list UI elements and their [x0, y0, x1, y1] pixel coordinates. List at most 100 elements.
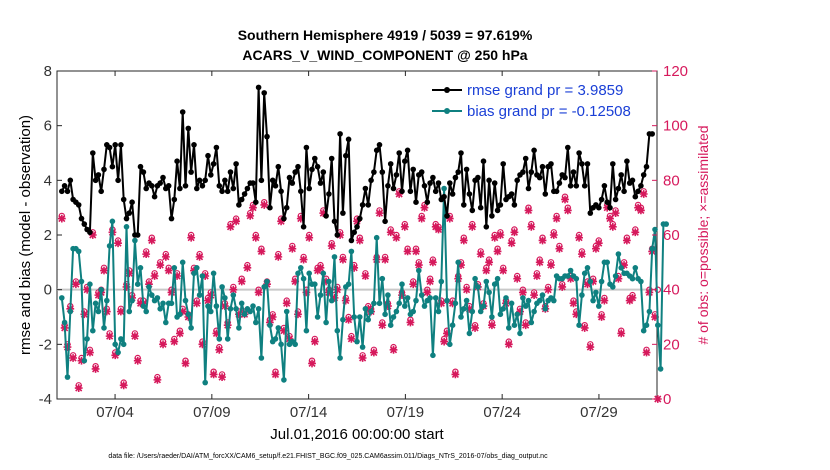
bias-point [331, 254, 338, 260]
rmse-point [536, 174, 543, 181]
obs-assimilated-point [533, 272, 541, 280]
bias-point [230, 292, 237, 298]
bias-point [140, 303, 147, 309]
obs-assimilated-point [538, 236, 547, 245]
bias-point [418, 292, 425, 298]
bias-point [250, 303, 256, 309]
rmse-point [359, 202, 366, 208]
obs-assimilated-point [237, 277, 246, 286]
bias-point [385, 292, 391, 298]
bias-point [494, 275, 501, 282]
bias-point [292, 341, 299, 348]
rmse-point [357, 215, 363, 222]
obs-assimilated-point [566, 274, 575, 283]
bias-point [241, 311, 248, 318]
obs-assimilated-point [114, 239, 122, 248]
y-right-tick-label: 60 [663, 227, 680, 244]
bias-point [348, 248, 355, 255]
x-tick-label: 07/04 [96, 404, 134, 421]
obs-assimilated-point [513, 274, 522, 283]
rmse-point [126, 210, 133, 216]
bias-point [477, 308, 484, 315]
obs-assimilated-point [111, 351, 120, 360]
rmse-point [528, 169, 535, 175]
obs-assimilated-point [614, 274, 623, 283]
rmse-point [244, 185, 251, 192]
rmse-point [90, 150, 96, 156]
bias-point [649, 245, 655, 252]
obs-assimilated-point [254, 288, 263, 297]
y-tick-label: -2 [39, 336, 52, 353]
rmse-point [573, 183, 580, 189]
bias-point [255, 306, 262, 312]
bias-point [387, 322, 394, 329]
obs-assimilated-point [229, 285, 238, 294]
bias-point [357, 314, 363, 320]
rmse-point [261, 90, 268, 96]
rmse-point [87, 229, 93, 236]
obs-assimilated-point [74, 384, 83, 392]
obs-assimilated-point [319, 209, 328, 218]
bias-point [565, 273, 571, 279]
rmse-point [607, 204, 613, 211]
rmse-point [188, 169, 194, 175]
right-axis-ticks: 0 20 40 60 80 100 120 [652, 63, 688, 408]
bias-point [449, 322, 456, 329]
rmse-point [194, 185, 200, 192]
obs-assimilated-point [150, 272, 159, 280]
rmse-point [522, 155, 529, 162]
bias-point [146, 284, 152, 290]
obs-assimilated-point [381, 255, 390, 264]
rmse-point [312, 155, 318, 162]
bias-point [432, 295, 439, 301]
rmse-point [120, 196, 127, 203]
rmse-point [340, 210, 346, 216]
obs-assimilated-point [485, 258, 494, 267]
obs-assimilated-point [201, 272, 210, 280]
rmse-point [567, 183, 574, 189]
obs-assimilated-point [569, 299, 578, 308]
bias-point [567, 267, 574, 274]
bias-point [379, 275, 386, 282]
obs-assimilated-point [187, 233, 196, 242]
rmse-point [222, 177, 228, 184]
rmse-point [331, 218, 338, 225]
bias-point [604, 259, 610, 266]
obs-assimilated-point [527, 222, 536, 231]
obs-assimilated-point [347, 334, 356, 343]
x-axis-label: Jul.01,2016 00:00:00 start [270, 426, 444, 443]
rmse-point [497, 202, 504, 208]
obs-assimilated-point [257, 247, 266, 256]
bias-point [132, 237, 138, 244]
obs-assimilated-point [294, 310, 302, 319]
rmse-point [328, 155, 335, 162]
y-tick-label: -4 [39, 391, 52, 408]
bias-point [430, 352, 436, 359]
bias-point [539, 292, 546, 298]
bias-point [469, 308, 476, 315]
rmse-point [168, 215, 175, 222]
bias-point [612, 273, 619, 279]
bias-point [596, 303, 602, 309]
bias-point [236, 325, 242, 331]
rmse-point [570, 169, 577, 175]
rmse-point [396, 150, 403, 156]
rmse-point [286, 174, 293, 181]
bias-point [171, 265, 178, 271]
obs-assimilated-point [563, 206, 572, 215]
bias-point [514, 311, 520, 318]
obs-assimilated-point [271, 370, 280, 379]
obs-assimilated-point [274, 252, 283, 261]
bias-point [520, 295, 526, 301]
obs-assimilated-point [400, 222, 409, 231]
bias-point [472, 275, 478, 282]
rmse-point [565, 144, 571, 151]
obs-assimilated-point [176, 329, 184, 338]
bias-point [143, 308, 149, 315]
rmse-point [236, 202, 242, 208]
rmse-point [390, 185, 397, 192]
bias-point [115, 349, 121, 356]
bias-point [506, 325, 512, 331]
x-axis-ticks: 07/04 07/09 07/14 07/19 07/24 07/29 [96, 71, 618, 421]
